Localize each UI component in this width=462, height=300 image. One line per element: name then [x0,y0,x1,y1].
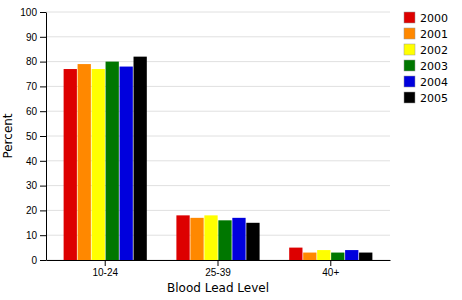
bar [106,62,119,260]
legend-item: 2001 [404,28,448,41]
y-tick-label: 30 [26,180,38,191]
legend-swatch [404,76,415,87]
y-axis-title: Percent [1,113,15,158]
y-tick: 80 [26,56,46,67]
y-tick: 70 [26,81,46,92]
y-tick: 10 [26,230,46,241]
y-tick-label: 0 [31,255,37,266]
bars [64,57,373,260]
legend-label: 2000 [420,12,448,25]
grid-line [46,36,390,37]
y-tick: 30 [26,180,46,191]
y-tick-mark [40,210,46,211]
y-axis: 0 10 20 30 40 50 60 70 80 90 100 [20,7,46,266]
legend-label: 2001 [420,28,448,41]
legend-swatch [404,28,415,39]
y-axis-line [46,13,47,261]
y-tick: 100 [20,7,46,18]
x-tick: 40+ [322,260,339,278]
bar [134,57,147,260]
bar [303,253,316,260]
y-tick-label: 20 [26,205,38,216]
series [64,69,303,260]
bar [345,250,358,260]
bar [359,253,372,260]
bar [92,69,105,260]
legend-item: 2003 [404,60,448,73]
plot: 0 10 20 30 40 50 60 70 80 90 100 10-24 25-39 40+ [20,7,390,278]
grid-line [46,12,390,13]
bar [317,250,330,260]
y-tick-label: 80 [26,56,38,67]
grid [46,12,390,260]
chart: 0 10 20 30 40 50 60 70 80 90 100 10-24 25-39 40+ Blood… [0,0,462,300]
y-tick-label: 10 [26,230,38,241]
y-tick-mark [40,37,46,38]
x-tick-mark [105,260,106,266]
bar [78,64,91,260]
bar [218,220,231,260]
legend-label: 2005 [420,92,448,105]
bar [246,223,259,260]
y-tick-label: 70 [26,81,38,92]
series [120,67,359,260]
y-tick: 40 [26,156,46,167]
bar [331,253,344,260]
y-tick-label: 60 [26,106,38,117]
y-tick: 50 [26,131,46,142]
y-tick: 0 [31,255,46,266]
y-tick: 60 [26,106,46,117]
x-axis: 10-24 25-39 40+ [47,260,391,278]
bar [176,215,189,260]
x-tick-mark [330,260,331,266]
x-tick-mark [218,260,219,266]
bar [190,218,203,260]
y-tick-mark [40,62,46,63]
y-tick-mark [40,136,46,137]
bar [64,69,77,260]
legend-swatch [404,92,415,103]
bar [120,67,133,260]
legend-item: 2000 [404,12,448,25]
legend-label: 2002 [420,44,448,57]
y-tick-mark [40,161,46,162]
x-axis-title: Blood Lead Level [167,281,269,295]
y-tick: 90 [26,32,46,43]
y-tick-mark [40,111,46,112]
x-tick-label: 10-24 [92,267,118,278]
legend-swatch [404,44,415,55]
bar [204,215,217,260]
legend-swatch [404,60,415,71]
y-tick-mark [40,186,46,187]
y-tick-mark [40,12,46,13]
y-tick-mark [40,86,46,87]
y-tick-mark [40,235,46,236]
x-tick: 25-39 [205,260,231,278]
y-tick-mark [40,260,46,261]
x-tick: 10-24 [92,260,118,278]
x-tick-label: 25-39 [205,267,231,278]
legend-item: 2002 [404,44,448,57]
legend-label: 2004 [420,76,448,89]
legend-item: 2004 [404,76,448,89]
legend: 2000 2001 2002 2003 2004 2005 [404,12,448,105]
bar [232,218,245,260]
series [134,57,373,260]
legend-label: 2003 [420,60,448,73]
legend-item: 2005 [404,92,448,105]
y-tick-label: 100 [20,7,37,18]
y-tick-label: 50 [26,131,38,142]
grid-line [46,61,390,62]
legend-swatch [404,12,415,23]
y-tick-label: 40 [26,156,38,167]
x-tick-label: 40+ [322,267,339,278]
bar [289,248,302,260]
y-tick: 20 [26,205,46,216]
y-tick-label: 90 [26,32,38,43]
